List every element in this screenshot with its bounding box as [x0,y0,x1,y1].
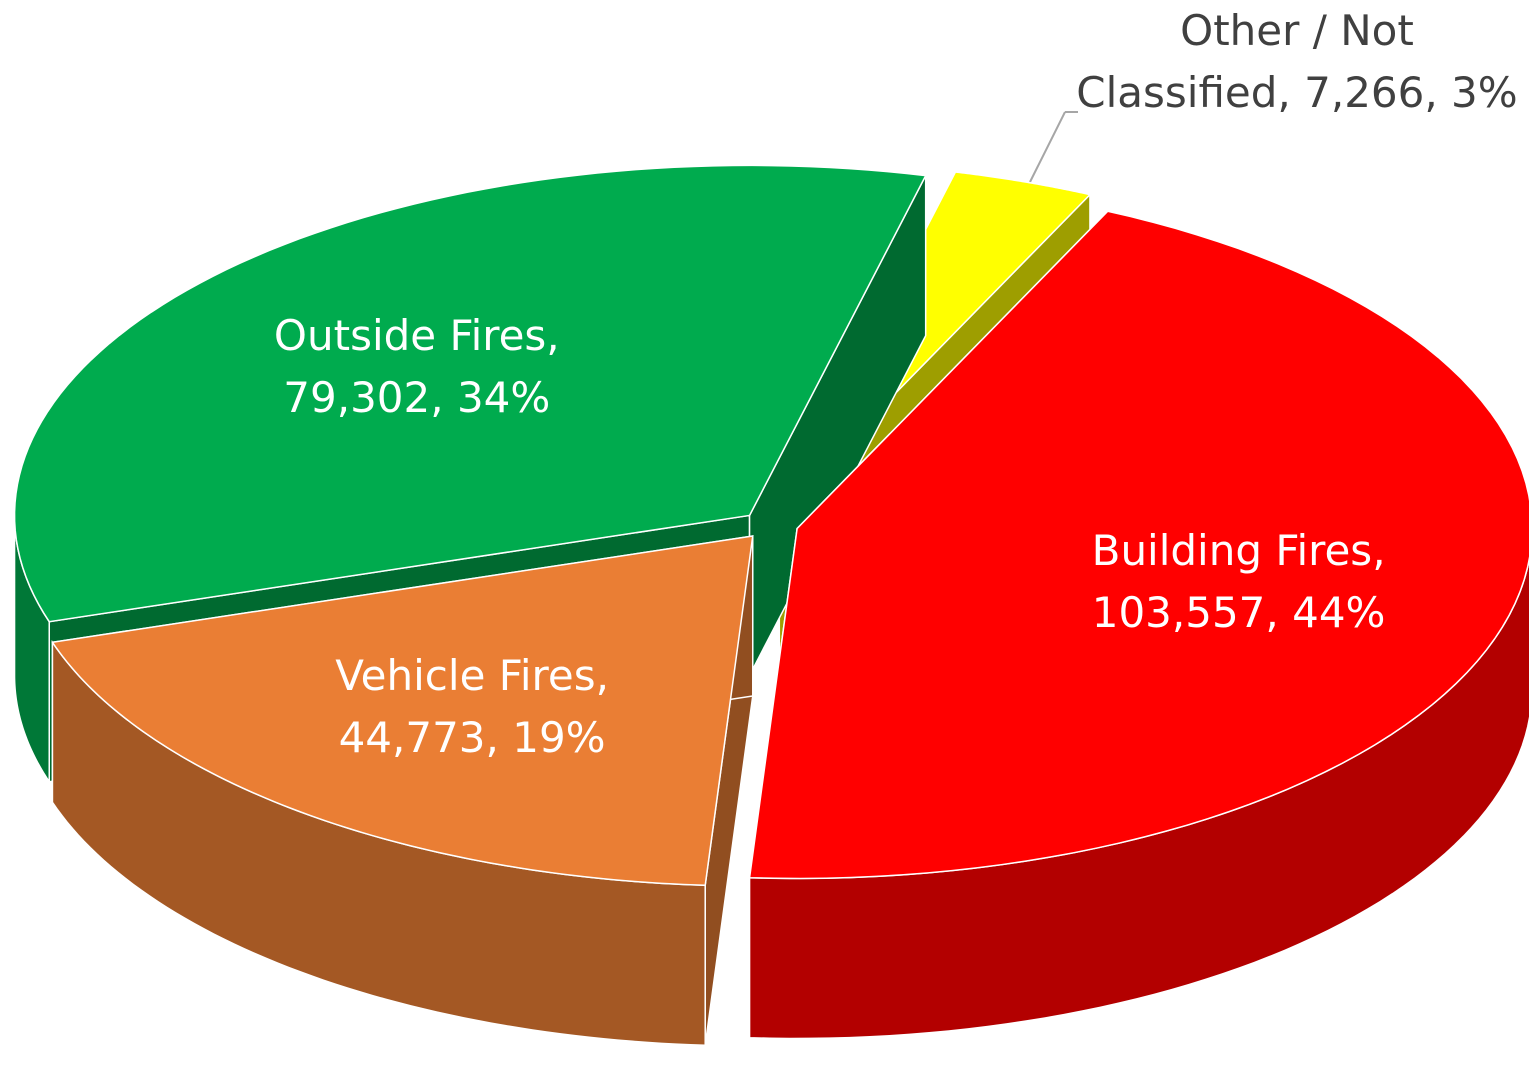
slice [51,535,754,887]
slice [13,164,927,623]
slice [748,210,1529,880]
data-label: Vehicle Fires, 44,773, 19% [335,650,609,762]
data-label: Outside Fires, 79,302, 34% [273,311,560,423]
data-label: Building Fires, 103,557, 44% [1091,526,1386,638]
data-label: Other / Not Classified, 7,266, 3% [1076,6,1518,117]
leader-line [1029,111,1066,183]
